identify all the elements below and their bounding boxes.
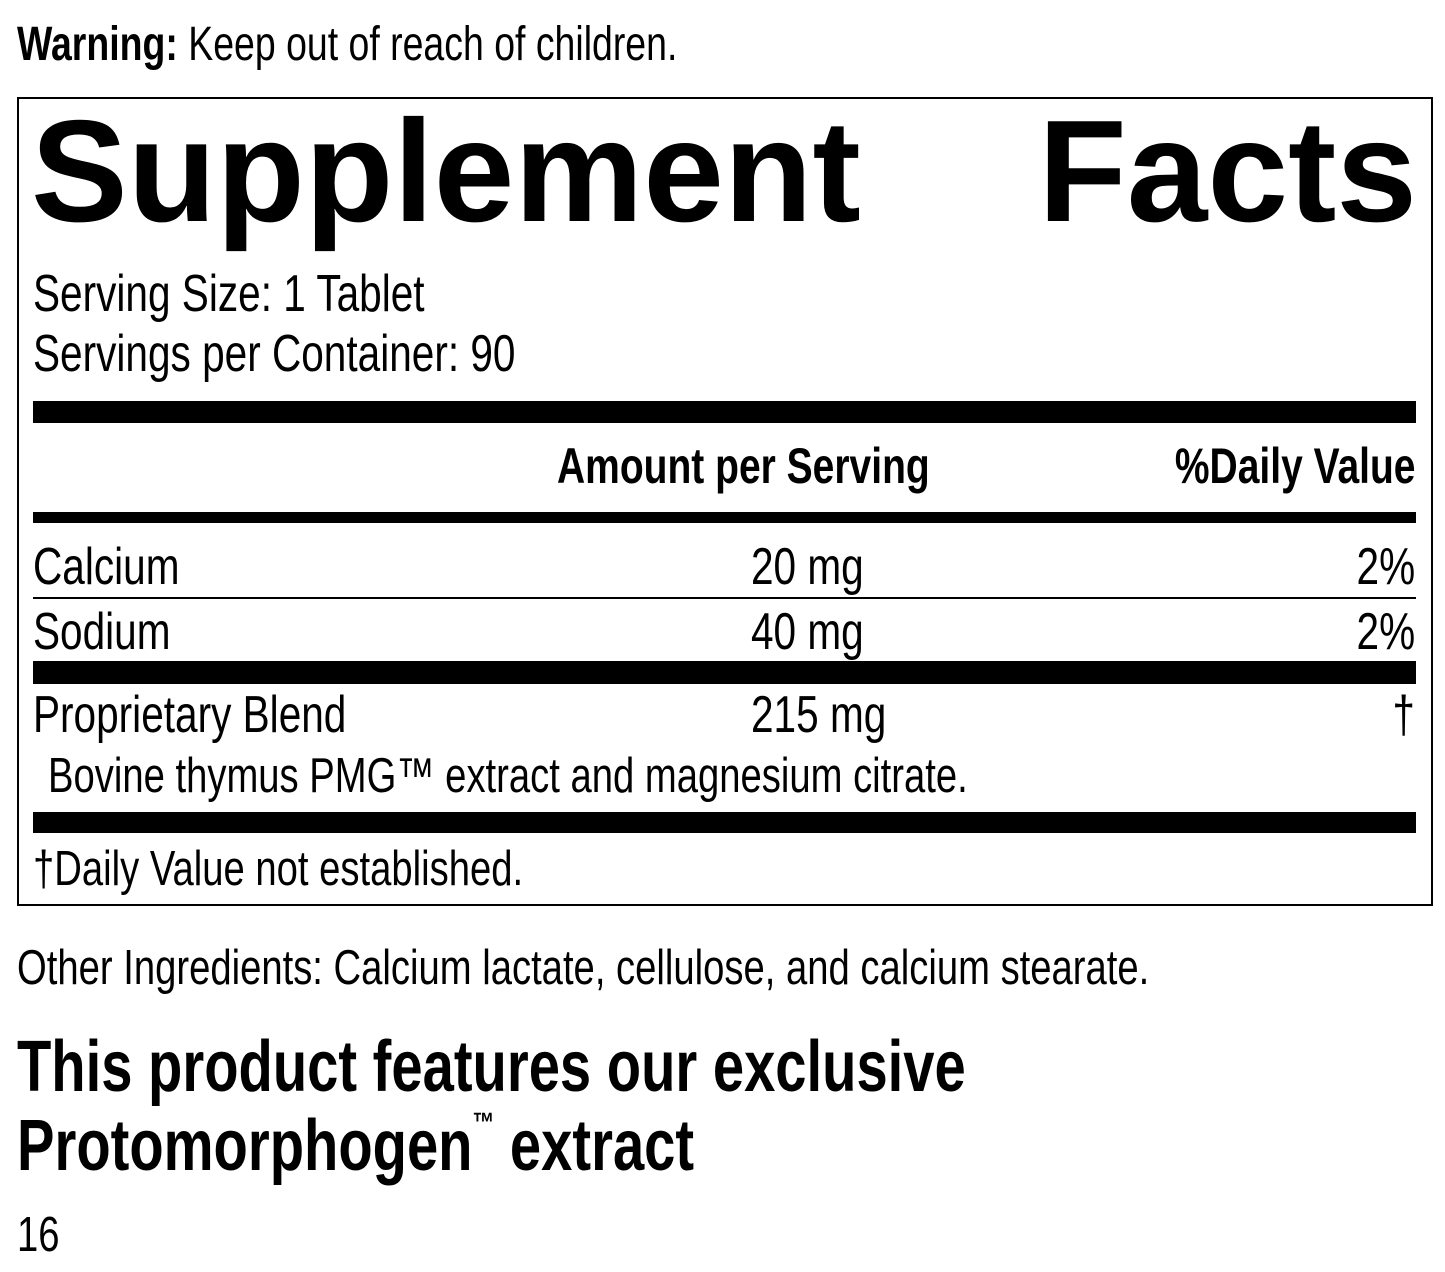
facts-title-left: Supplement	[31, 90, 861, 252]
nutrient-name: Calcium	[33, 538, 180, 596]
nutrient-dv: 2%	[1356, 538, 1415, 596]
header-amount: Amount per Serving	[557, 438, 930, 494]
nutrient-name: Sodium	[33, 603, 171, 661]
header-daily-value: %Daily Value	[1174, 438, 1415, 494]
facts-title-right: Facts	[1038, 90, 1417, 252]
serving-size: Serving Size: 1 Tablet	[33, 265, 425, 323]
medium-divider	[33, 512, 1416, 523]
page-number: 16	[17, 1208, 60, 1262]
thick-divider	[33, 661, 1416, 684]
nutrient-amount: 20 mg	[751, 538, 864, 596]
feature-heading-line1: This product features our exclusive	[17, 1027, 966, 1107]
nutrient-amount: 215 mg	[751, 686, 887, 744]
feature-heading-line2: Protomorphogen™ extract	[17, 1106, 695, 1186]
thick-divider	[33, 401, 1416, 423]
nutrient-amount: 40 mg	[751, 603, 864, 661]
nutrient-dv: 2%	[1356, 603, 1415, 661]
nutrient-name: Proprietary Blend	[33, 686, 347, 744]
supplement-facts-panel	[17, 97, 1433, 906]
thin-divider	[33, 597, 1416, 599]
footnote: †Daily Value not established.	[33, 842, 524, 896]
trademark-symbol: ™	[472, 1107, 495, 1138]
other-ingredients: Other Ingredients: Calcium lactate, cell…	[17, 941, 1150, 995]
thick-divider	[33, 812, 1416, 833]
blend-description: Bovine thymus PMG™ extract and magnesium…	[48, 749, 968, 803]
warning-line: Warning: Keep out of reach of children.	[17, 21, 864, 69]
nutrient-dv: †	[1392, 686, 1415, 744]
warning-text: Keep out of reach of children.	[177, 18, 678, 71]
warning-label: Warning:	[17, 18, 178, 71]
servings-per-container: Servings per Container: 90	[33, 325, 516, 383]
